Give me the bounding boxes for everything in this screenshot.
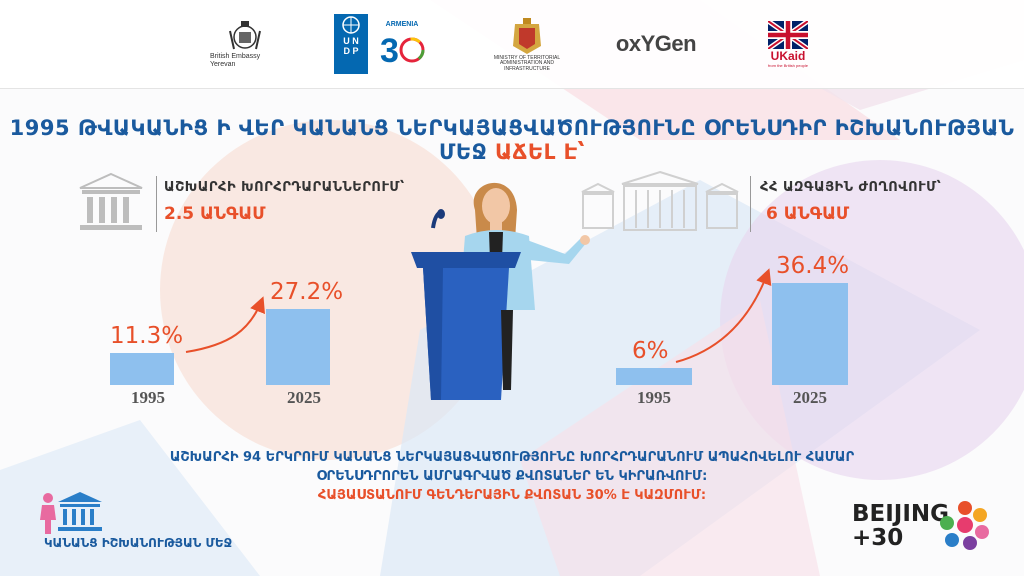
undp-logo: U N D P (332, 14, 370, 74)
left-multiplier: 2.5 ԱՆԳԱՄ (164, 204, 266, 224)
year-label-right-2025: 2025 (793, 388, 827, 407)
oxygen-logo: oxYGen (610, 14, 702, 74)
armenia-30-logo: ARMENIA 3 (376, 14, 428, 74)
right-multiplier: 6 ԱՆԳԱՄ (766, 204, 850, 224)
embassy-name: British Embassy Yerevan (210, 53, 280, 68)
union-jack-icon (768, 20, 808, 49)
value-label-right-1995: 6% (632, 338, 669, 364)
ukaid-wordmark: UKaid (770, 48, 806, 63)
bar-right-2025 (772, 283, 848, 385)
undp-letters: U N D P (343, 36, 359, 56)
page-title: 1995 ԹՎԱԿԱՆԻՑ Ի ՎԵՐ ԿԱՆԱՆՑ ՆԵՐԿԱՅԱՑՎԱԾՈՒ… (0, 116, 1024, 164)
beijing-line1: BEIJING (852, 501, 950, 527)
right-caption: ՀՀ ԱԶԳԱՅԻՆ ԺՈՂՈՎՈՒՄ՝ (760, 180, 942, 195)
beijing-line2: +30 (852, 525, 904, 551)
statement-line1: ԱՇԽԱՐՀԻ 94 ԵՐԿՐՈՒՄ ԿԱՆԱՆՑ ՆԵՐԿԱՅԱՑՎԱԾՈՒԹ… (169, 450, 855, 465)
oxygen-wordmark: oxYGen (615, 31, 697, 56)
british-embassy-logo: British Embassy Yerevan (205, 14, 285, 74)
bar-right-1995 (616, 368, 692, 385)
left-divider (156, 176, 157, 232)
growth-arrow-left (185, 296, 265, 353)
value-label-left-1995: 11.3% (110, 323, 184, 349)
beijing-flower-icon (940, 501, 989, 550)
campaign-tagline: ԿԱՆԱՆՑ ԻՇԽԱՆՈՒԹՅԱՆ ՄԵՋ (44, 536, 233, 550)
parliament-building-icon (79, 172, 143, 230)
sdg-30-icon: 3 (380, 32, 425, 68)
right-divider (750, 176, 751, 232)
bottom-statement: ԱՇԽԱՐՀԻ 94 ԵՐԿՐՈՒՄ ԿԱՆԱՆՑ ՆԵՐԿԱՅԱՑՎԱԾՈՒԹ… (0, 448, 1024, 505)
ministry-line1: MINISTRY OF TERRITORIAL (493, 54, 561, 61)
national-assembly-building-icon (581, 170, 739, 231)
value-label-left-2025: 27.2% (270, 279, 344, 305)
ministry-name: MINISTRY OF TERRITORIAL ADMINISTRATION A… (482, 54, 572, 73)
embassy-line2: Yerevan (210, 61, 236, 68)
year-label-right-1995: 1995 (637, 388, 671, 407)
year-label-left-2025: 2025 (287, 388, 321, 407)
women-in-power-icon (40, 492, 102, 534)
bar-left-2025 (266, 309, 330, 385)
title-accent: ԱՃԵԼ Է՝ (494, 140, 585, 164)
woman-speaker-illustration (411, 182, 590, 400)
embassy-line1: British Embassy (210, 53, 261, 61)
statement-line3: ՀԱՅԱՍՏԱՆՈՒՄ ԳԵՆԴԵՐԱՅԻՆ ՔՎՈՏԱՆ 30% Է ԿԱԶՄ… (317, 488, 707, 503)
ministry-line2: ADMINISTRATION AND INFRASTRUCTURE (499, 60, 555, 72)
left-caption: ԱՇԽԱՐՀԻ ԽՈՐՀՐԴԱՐԱՆՆԵՐՈՒՄ՝ (164, 180, 405, 195)
un-emblem-icon (342, 16, 360, 34)
ukaid-tagline: from the British people (767, 62, 809, 68)
armenian-coat-of-arms-icon (513, 17, 541, 54)
beijing-30-wordmark: BEIJING +30 (852, 502, 949, 550)
logo-header: British Embassy Yerevan U N D P ARMENIA … (0, 0, 1024, 89)
year-label-left-1995: 1995 (131, 388, 165, 407)
royal-crest-icon (229, 21, 261, 50)
ministry-logo: MINISTRY OF TERRITORIAL ADMINISTRATION A… (482, 14, 572, 74)
ukaid-logo: UKaid from the British people (760, 14, 816, 74)
value-label-right-2025: 36.4% (776, 253, 850, 279)
svg-text:3: 3 (380, 32, 399, 68)
title-main: 1995 ԹՎԱԿԱՆԻՑ Ի ՎԵՐ ԿԱՆԱՆՑ ՆԵՐԿԱՅԱՑՎԱԾՈՒ… (9, 116, 1015, 164)
armenia-label: ARMENIA (385, 20, 419, 28)
bar-left-1995 (110, 353, 174, 385)
statement-line2: ՕՐԵՆՍԴՐՈՐԵՆ ԱՄՐԱԳՐՎԱԾ ՔՎՈՏԱՆԵՐ ԵՆ ԿԻՐԱՌՎ… (316, 469, 708, 484)
growth-arrow-right (675, 268, 772, 363)
